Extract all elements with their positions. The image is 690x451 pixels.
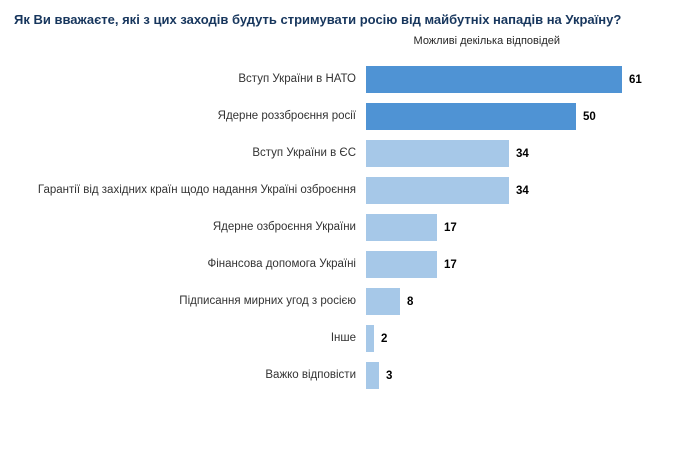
- bar-track: 2: [366, 320, 676, 357]
- bar-track: 17: [366, 209, 676, 246]
- bar-label: Ядерне роззброєння росії: [217, 110, 356, 123]
- bar-track: 34: [366, 135, 676, 172]
- bar-label: Фінансова допомога Україні: [207, 258, 356, 271]
- bar: [366, 140, 509, 168]
- bar: [366, 66, 622, 94]
- bar: [366, 251, 437, 279]
- bar-value: 50: [583, 110, 596, 123]
- chart-row: Фінансова допомога Україні 17: [14, 246, 676, 283]
- bar-value: 34: [516, 184, 529, 197]
- bar-label: Інше: [330, 332, 356, 345]
- chart-row: Ядерне роззброєння росії 50: [14, 98, 676, 135]
- bar-value: 17: [444, 221, 457, 234]
- bar: [366, 288, 400, 316]
- chart-title: Як Ви вважаєте, які з цих заходів будуть…: [14, 12, 622, 27]
- chart-row: Підписання мирних угод з росією 8: [14, 283, 676, 320]
- bar-value: 8: [407, 295, 414, 308]
- bar-track: 3: [366, 357, 676, 394]
- bar: [366, 325, 374, 353]
- bar-label: Важко відповісти: [265, 369, 356, 382]
- chart-row: Вступ України в ЄС 34: [14, 135, 676, 172]
- chart-subtitle: Можливі декілька відповідей: [413, 35, 560, 48]
- bar-value: 17: [444, 258, 457, 271]
- bar: [366, 214, 437, 242]
- bar-label: Вступ України в НАТО: [238, 73, 356, 86]
- bar-track: 50: [366, 98, 676, 135]
- bar-track: 34: [366, 172, 676, 209]
- bar-label: Ядерне озброєння України: [212, 221, 356, 234]
- bar-value: 61: [629, 73, 642, 86]
- bar: [366, 177, 509, 205]
- bar-label: Вступ України в ЄС: [252, 147, 356, 160]
- bar-track: 61: [366, 61, 676, 98]
- chart-row: Гарантії від західних країн щодо надання…: [14, 172, 676, 209]
- chart-row: Інше 2: [14, 320, 676, 357]
- bar: [366, 362, 379, 390]
- chart-row: Важко відповісти 3: [14, 357, 676, 394]
- chart-row: Ядерне озброєння України 17: [14, 209, 676, 246]
- bar-label: Підписання мирних угод з росією: [179, 295, 356, 308]
- bar-value: 3: [386, 369, 393, 382]
- bar-value: 34: [516, 147, 529, 160]
- bar: [366, 103, 576, 131]
- bar-chart: Вступ України в НАТО 61 Ядерне роззброєння…: [14, 61, 676, 394]
- bar-track: 17: [366, 246, 676, 283]
- chart-row: Вступ України в НАТО 61: [14, 61, 676, 98]
- bar-track: 8: [366, 283, 676, 320]
- bar-label: Гарантії від західних країн щодо надання…: [37, 184, 356, 197]
- bar-value: 2: [381, 332, 388, 345]
